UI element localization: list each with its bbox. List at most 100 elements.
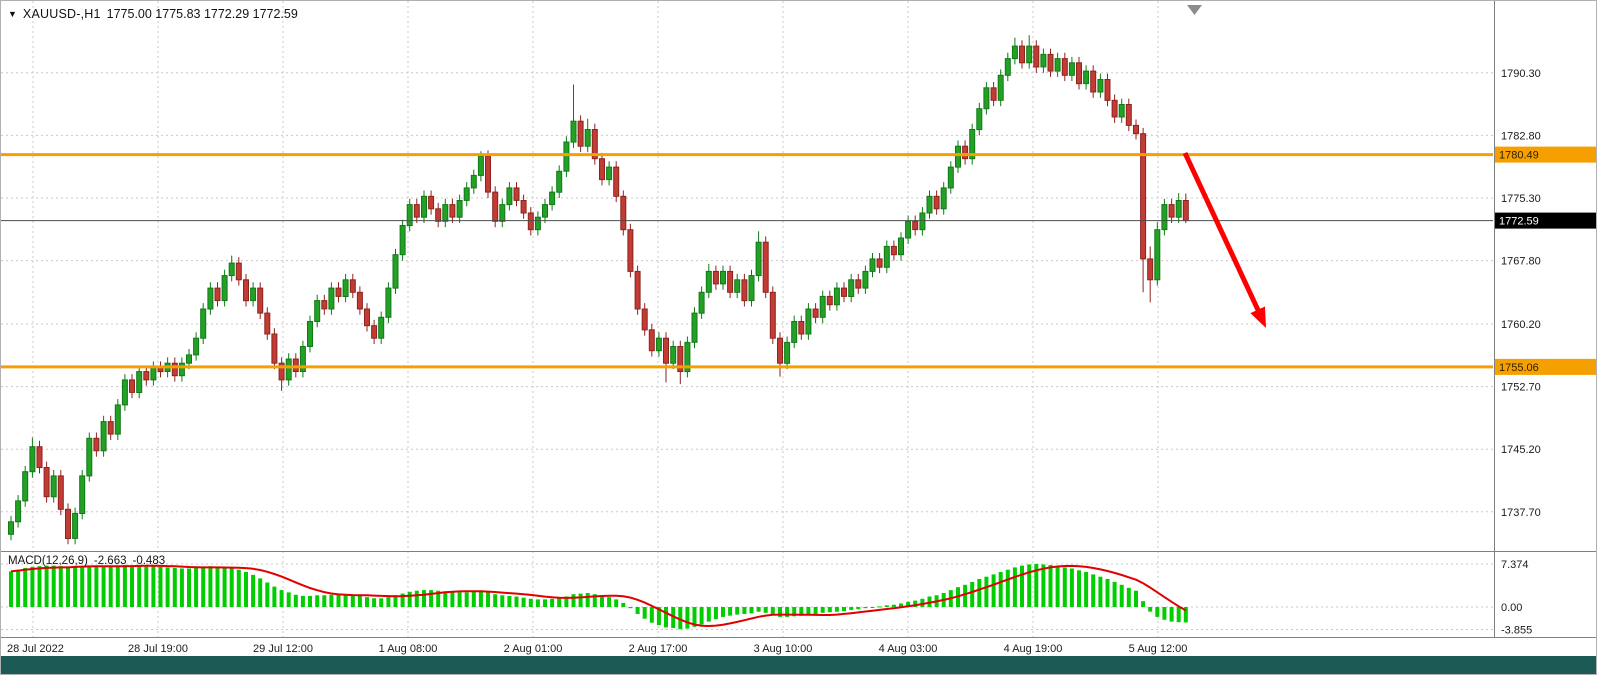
candle	[314, 294, 321, 328]
macd-bar	[535, 599, 540, 607]
candle	[150, 361, 157, 386]
candle	[456, 194, 463, 223]
candle	[485, 150, 491, 198]
candle	[584, 118, 591, 153]
macd-bar	[393, 595, 398, 607]
macd-bar	[578, 593, 583, 607]
candle	[883, 240, 890, 274]
candle	[285, 353, 292, 386]
macd-bar	[44, 565, 49, 607]
time-axis[interactable]	[1, 638, 1494, 656]
macd-bar	[827, 607, 832, 613]
candle	[121, 374, 128, 411]
candle	[855, 273, 862, 294]
candle	[107, 415, 114, 440]
macd-bar	[386, 597, 391, 607]
macd-bar	[244, 572, 248, 607]
macd-bar	[1141, 601, 1146, 607]
current-price-tag	[1495, 212, 1596, 229]
macd-bar	[799, 607, 804, 616]
macd-bar	[1069, 568, 1074, 607]
level-price-tag	[1495, 358, 1596, 375]
macd-bar	[436, 590, 441, 607]
candle	[513, 182, 520, 207]
macd-bar	[1084, 572, 1089, 607]
macd-bar	[749, 607, 754, 614]
macd-bar	[984, 576, 989, 607]
candle	[720, 265, 726, 290]
candle	[463, 182, 470, 207]
symbol-dropdown-icon[interactable]: ▼	[8, 8, 17, 19]
price-tick-label: 1752.70	[1501, 382, 1541, 394]
candle	[328, 282, 335, 315]
candle	[50, 470, 57, 503]
macd-bar	[308, 595, 312, 607]
candle	[79, 470, 86, 520]
candle	[136, 365, 143, 399]
candle	[392, 248, 399, 294]
candle	[470, 169, 477, 194]
price-axis[interactable]	[1495, 1, 1597, 637]
candle	[8, 515, 14, 541]
macd-bar	[1077, 570, 1081, 607]
chart-title: ▼ XAUUSD-,H1 1775.00 1775.83 1772.29 177…	[8, 7, 298, 21]
price-tick-label: 1782.80	[1501, 130, 1541, 142]
candle	[1133, 119, 1139, 140]
macd-bar	[742, 607, 747, 614]
candle	[705, 263, 712, 299]
chart-shift-marker-icon[interactable]	[1187, 5, 1202, 15]
macd-bar	[785, 607, 790, 617]
macd-signal-line	[10, 564, 1187, 628]
macd-bar	[450, 591, 455, 607]
macd-bar	[357, 595, 362, 607]
macd-bar	[500, 595, 505, 607]
candle	[826, 290, 833, 311]
macd-bar	[201, 566, 206, 607]
macd-bar	[1176, 607, 1181, 623]
macd-bar	[756, 607, 761, 612]
candle	[193, 332, 200, 361]
candle	[677, 340, 684, 385]
candle	[435, 203, 442, 228]
macd-bar	[429, 590, 434, 607]
macd-bar	[1020, 565, 1024, 607]
macd-bar	[685, 607, 690, 629]
candle	[962, 140, 969, 165]
macd-bar	[379, 598, 384, 607]
candle	[264, 307, 271, 340]
price-tick-label: 1767.80	[1501, 256, 1541, 268]
macd-bar	[258, 578, 263, 607]
macd-histogram	[9, 563, 1188, 630]
current-price-tag-text: 1772.59	[1499, 216, 1539, 228]
arrow-head-icon	[1250, 306, 1266, 328]
macd-bar	[1155, 607, 1160, 617]
macd-bar	[400, 593, 405, 607]
candle	[143, 365, 150, 386]
candle	[862, 265, 869, 294]
status-bar	[1, 656, 1596, 674]
macd-bar	[66, 566, 70, 607]
candle	[1168, 198, 1175, 223]
macd-bar	[172, 567, 177, 607]
time-tick-label: 28 Jul 2022	[7, 643, 64, 655]
candle	[1076, 56, 1082, 90]
candle	[848, 273, 855, 303]
candle	[876, 253, 883, 274]
candle	[1083, 65, 1090, 90]
indicator-signal-value: -0.483	[132, 555, 166, 567]
macd-bar	[514, 596, 519, 607]
trend-arrow[interactable]	[1182, 151, 1266, 328]
candle	[670, 340, 677, 370]
candle	[349, 273, 356, 299]
macd-bar	[471, 591, 476, 607]
candle	[627, 223, 634, 278]
macd-bar	[115, 565, 120, 607]
macd-bar	[37, 566, 42, 607]
macd-bar	[144, 566, 149, 607]
candle	[364, 303, 370, 332]
candle	[905, 215, 912, 244]
macd-tick-label: 7.374	[1501, 559, 1529, 571]
macd-bar	[778, 607, 782, 617]
macd-bar	[550, 598, 555, 607]
